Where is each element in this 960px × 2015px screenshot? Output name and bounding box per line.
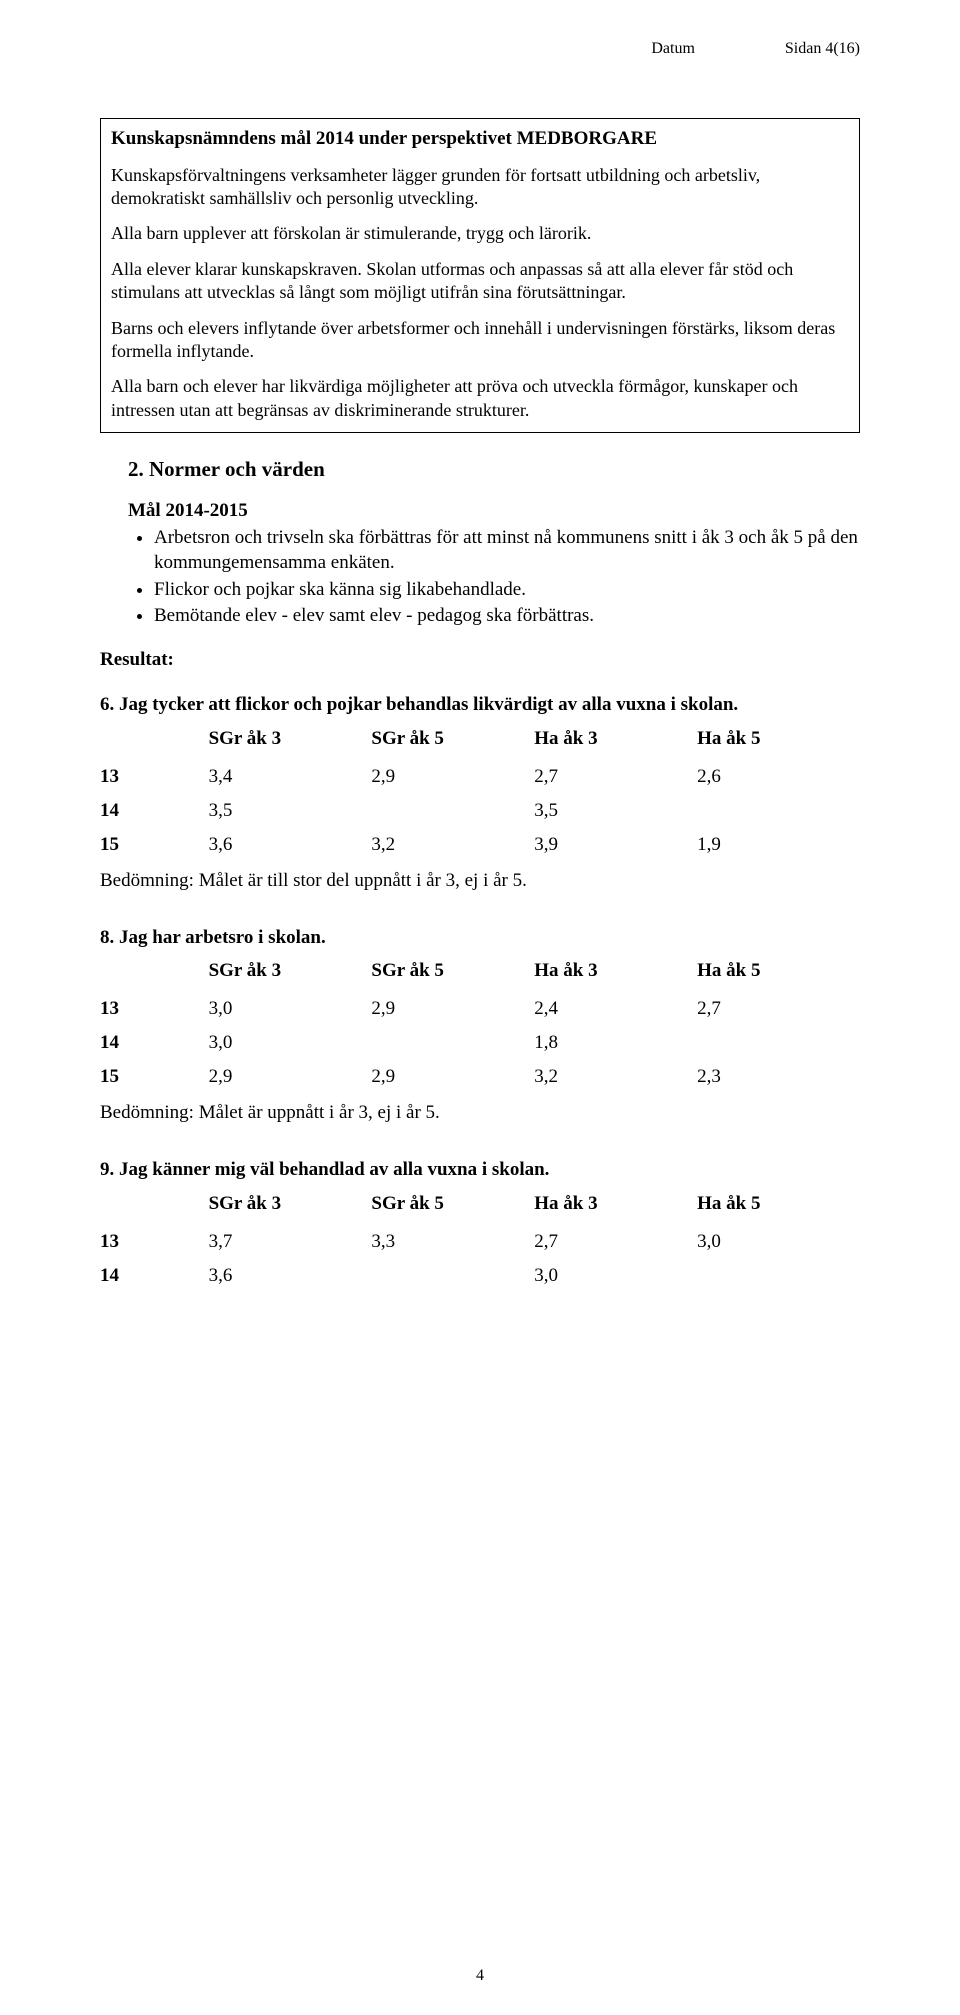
value-cell: 3,0 (209, 1026, 372, 1060)
value-cell (697, 1259, 860, 1293)
mal-heading: Mål 2014-2015 (128, 500, 860, 522)
value-cell: 2,7 (534, 760, 697, 794)
resultat-label: Resultat: (100, 649, 860, 671)
header-page: Sidan 4(16) (785, 40, 860, 58)
table-header: Ha åk 5 (697, 1189, 860, 1225)
value-cell (371, 794, 534, 828)
document-page: Datum Sidan 4(16) Kunskapsnämndens mål 2… (0, 0, 960, 2015)
value-cell: 2,9 (371, 760, 534, 794)
value-cell: 3,7 (209, 1225, 372, 1259)
value-cell: 3,0 (697, 1225, 860, 1259)
table-header-row: SGr åk 3 SGr åk 5 Ha åk 3 Ha åk 5 (100, 1189, 860, 1225)
goals-box-paragraph: Alla barn och elever har likvärdiga möjl… (111, 375, 849, 422)
value-cell (371, 1026, 534, 1060)
table-header: SGr åk 3 (209, 724, 372, 760)
goals-box-paragraph: Kunskapsförvaltningens verksamheter lägg… (111, 164, 849, 211)
value-cell: 3,4 (209, 760, 372, 794)
value-cell (697, 794, 860, 828)
section-heading: 2. Normer och värden (128, 457, 860, 482)
table-row: 13 3,0 2,9 2,4 2,7 (100, 992, 860, 1026)
value-cell: 3,2 (371, 828, 534, 862)
table-header: Ha åk 5 (697, 956, 860, 992)
year-cell: 13 (100, 992, 209, 1026)
question-9-heading: 9. Jag känner mig väl behandlad av alla … (100, 1158, 860, 1183)
value-cell (371, 1259, 534, 1293)
question-6-table: SGr åk 3 SGr åk 5 Ha åk 3 Ha åk 5 13 3,4… (100, 724, 860, 862)
goals-box-paragraph: Barns och elevers inflytande över arbets… (111, 317, 849, 364)
table-header-empty (100, 1189, 209, 1225)
year-cell: 14 (100, 794, 209, 828)
table-header: SGr åk 5 (371, 1189, 534, 1225)
question-8-block: 8. Jag har arbetsro i skolan. SGr åk 3 S… (100, 926, 860, 1125)
page-header: Datum Sidan 4(16) (100, 40, 860, 58)
question-8-heading: 8. Jag har arbetsro i skolan. (100, 926, 860, 951)
year-cell: 14 (100, 1259, 209, 1293)
goal-bullet: Arbetsron och trivseln ska förbättras fö… (154, 526, 860, 575)
value-cell: 3,0 (209, 992, 372, 1026)
value-cell (697, 1026, 860, 1060)
year-cell: 13 (100, 1225, 209, 1259)
table-header: SGr åk 3 (209, 956, 372, 992)
goals-box-title: Kunskapsnämndens mål 2014 under perspekt… (111, 127, 849, 152)
value-cell: 2,3 (697, 1060, 860, 1094)
value-cell: 2,7 (534, 1225, 697, 1259)
table-row: 13 3,4 2,9 2,7 2,6 (100, 760, 860, 794)
value-cell: 3,2 (534, 1060, 697, 1094)
table-row: 14 3,6 3,0 (100, 1259, 860, 1293)
value-cell: 3,5 (534, 794, 697, 828)
value-cell: 3,0 (534, 1259, 697, 1293)
value-cell: 3,3 (371, 1225, 534, 1259)
table-header-row: SGr åk 3 SGr åk 5 Ha åk 3 Ha åk 5 (100, 956, 860, 992)
question-8-assessment: Bedömning: Målet är uppnått i år 3, ej i… (100, 1102, 860, 1124)
table-header-empty (100, 724, 209, 760)
year-cell: 14 (100, 1026, 209, 1060)
goals-box: Kunskapsnämndens mål 2014 under perspekt… (100, 118, 860, 433)
year-cell: 15 (100, 1060, 209, 1094)
value-cell: 3,6 (209, 828, 372, 862)
header-datum: Datum (651, 40, 695, 58)
table-header: SGr åk 5 (371, 724, 534, 760)
table-row: 14 3,5 3,5 (100, 794, 860, 828)
question-9-block: 9. Jag känner mig väl behandlad av alla … (100, 1158, 860, 1293)
value-cell: 3,6 (209, 1259, 372, 1293)
table-header: Ha åk 3 (534, 724, 697, 760)
value-cell: 3,9 (534, 828, 697, 862)
question-8-table: SGr åk 3 SGr åk 5 Ha åk 3 Ha åk 5 13 3,0… (100, 956, 860, 1094)
year-cell: 15 (100, 828, 209, 862)
table-header: Ha åk 3 (534, 1189, 697, 1225)
goals-box-paragraph: Alla elever klarar kunskapskraven. Skola… (111, 258, 849, 305)
table-row: 13 3,7 3,3 2,7 3,0 (100, 1225, 860, 1259)
table-header: SGr åk 3 (209, 1189, 372, 1225)
footer-page-number: 4 (0, 1967, 960, 1985)
goal-bullet: Bemötande elev - elev samt elev - pedago… (154, 604, 860, 629)
table-row: 15 3,6 3,2 3,9 1,9 (100, 828, 860, 862)
value-cell: 2,4 (534, 992, 697, 1026)
table-header-row: SGr åk 3 SGr åk 5 Ha åk 3 Ha åk 5 (100, 724, 860, 760)
question-9-table: SGr åk 3 SGr åk 5 Ha åk 3 Ha åk 5 13 3,7… (100, 1189, 860, 1293)
table-header: Ha åk 3 (534, 956, 697, 992)
question-6-assessment: Bedömning: Målet är till stor del uppnåt… (100, 870, 860, 892)
table-header: Ha åk 5 (697, 724, 860, 760)
table-row: 15 2,9 2,9 3,2 2,3 (100, 1060, 860, 1094)
table-header-empty (100, 956, 209, 992)
value-cell: 1,8 (534, 1026, 697, 1060)
value-cell: 1,9 (697, 828, 860, 862)
table-row: 14 3,0 1,8 (100, 1026, 860, 1060)
table-header: SGr åk 5 (371, 956, 534, 992)
goals-box-paragraph: Alla barn upplever att förskolan är stim… (111, 222, 849, 245)
value-cell: 2,7 (697, 992, 860, 1026)
goal-bullet: Flickor och pojkar ska känna sig likabeh… (154, 578, 860, 603)
question-6-heading: 6. Jag tycker att flickor och pojkar beh… (100, 693, 860, 718)
year-cell: 13 (100, 760, 209, 794)
value-cell: 3,5 (209, 794, 372, 828)
question-6-block: 6. Jag tycker att flickor och pojkar beh… (100, 693, 860, 892)
value-cell: 2,6 (697, 760, 860, 794)
value-cell: 2,9 (209, 1060, 372, 1094)
value-cell: 2,9 (371, 992, 534, 1026)
goal-bullet-list: Arbetsron och trivseln ska förbättras fö… (128, 526, 860, 629)
value-cell: 2,9 (371, 1060, 534, 1094)
